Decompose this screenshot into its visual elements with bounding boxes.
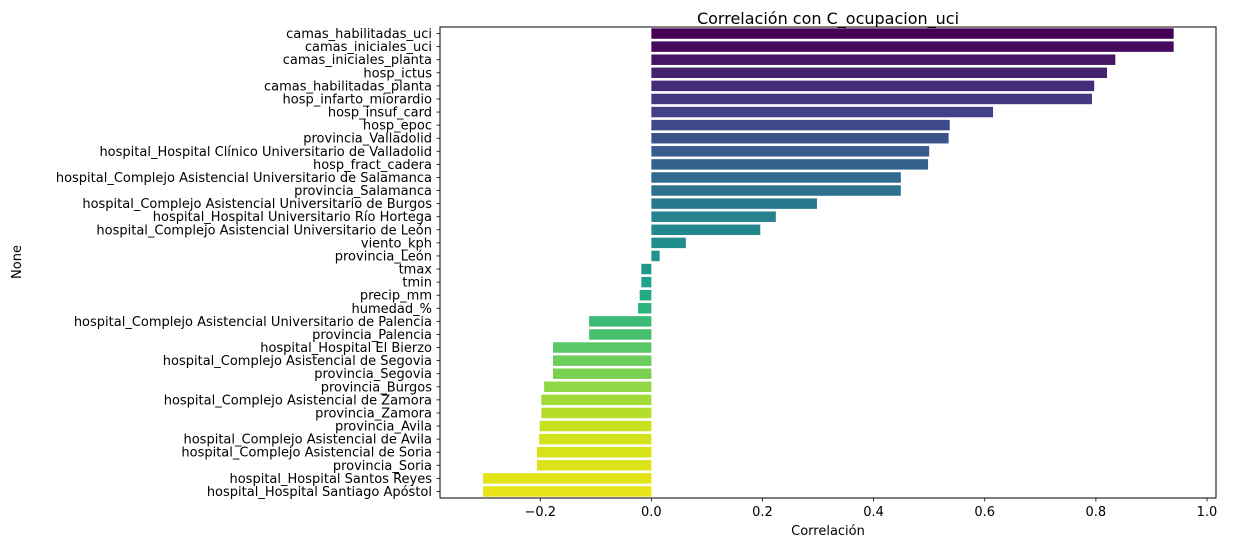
y-axis-label: None bbox=[10, 245, 25, 279]
bar bbox=[638, 303, 652, 314]
y-tick-label: hospital_Complejo Asistencial de Segovia bbox=[163, 354, 432, 369]
y-tick-label: hosp_insuf_card bbox=[328, 106, 432, 121]
bar bbox=[639, 289, 652, 301]
bars-layer bbox=[483, 28, 1174, 497]
y-tick-label: provincia_Segovia bbox=[314, 367, 432, 382]
bar bbox=[589, 329, 652, 340]
bar bbox=[539, 420, 652, 432]
y-tick-label: camas_iniciales_planta bbox=[283, 53, 432, 68]
y-tick-label: hospital_Complejo Asistencial Universita… bbox=[74, 315, 432, 330]
y-tick-label: camas_habilitadas_uci bbox=[286, 27, 432, 42]
y-tick-label: hosp_epoc bbox=[363, 119, 432, 134]
bar bbox=[651, 80, 1095, 92]
x-tick-label: 0.6 bbox=[974, 505, 995, 520]
bar bbox=[651, 211, 776, 222]
x-tick-label: 0.2 bbox=[752, 505, 773, 520]
bar bbox=[651, 132, 949, 144]
bar bbox=[651, 237, 686, 249]
y-tick-label: tmax bbox=[399, 263, 433, 278]
bar bbox=[651, 159, 929, 170]
y-tick-label: tmin bbox=[402, 276, 432, 291]
bar bbox=[541, 407, 652, 419]
y-tick-label: hospital_Hospital Santos Reyes bbox=[229, 472, 432, 487]
x-tick-label: 0.4 bbox=[863, 505, 884, 520]
plot-frame bbox=[439, 26, 1217, 499]
y-tick-label: provincia_Soria bbox=[333, 459, 432, 474]
bar bbox=[651, 250, 660, 262]
y-tick-label: hosp_ictus bbox=[363, 66, 432, 81]
y-tick-label: hosp_infarto_miorardio bbox=[283, 92, 433, 107]
y-tick-label: hospital_Complejo Asistencial de Soria bbox=[181, 446, 432, 461]
bar bbox=[651, 67, 1107, 79]
y-tick-label: hospital_Complejo Asistencial Universita… bbox=[56, 171, 432, 186]
y-tick-label: provincia_Salamanca bbox=[294, 184, 432, 199]
bar bbox=[589, 316, 652, 327]
y-tick-label: provincia_Valladolid bbox=[303, 132, 432, 147]
y-tick-labels: camas_habilitadas_ucicamas_iniciales_uci… bbox=[56, 27, 440, 500]
x-tick-label: 1.0 bbox=[1197, 505, 1218, 520]
bar bbox=[651, 224, 761, 236]
y-tick-label: camas_iniciales_uci bbox=[305, 40, 432, 55]
x-axis-label: Correlación bbox=[791, 524, 865, 539]
bar bbox=[641, 263, 652, 275]
bar bbox=[553, 355, 652, 366]
y-tick-label: humedad_% bbox=[352, 302, 432, 317]
y-tick-label: hospital_Complejo Asistencial de Zamora bbox=[164, 393, 432, 408]
y-tick-label: hosp_fract_cadera bbox=[313, 158, 432, 173]
x-axis: −0.2 0.0 0.2 0.4 0.6 0.8 1.0 bbox=[524, 498, 1217, 520]
y-tick-label: hospital_Complejo Asistencial Universita… bbox=[96, 223, 432, 238]
x-tick-label: 0.0 bbox=[641, 505, 662, 520]
bar bbox=[651, 198, 817, 209]
bar bbox=[651, 106, 994, 118]
bar bbox=[651, 28, 1174, 39]
bar bbox=[651, 146, 930, 157]
y-tick-label: camas_habilitadas_planta bbox=[264, 79, 432, 94]
y-tick-label: provincia_León bbox=[335, 249, 432, 264]
y-tick-label: hospital_Hospital Santiago Apóstol bbox=[207, 485, 432, 500]
y-tick-label: viento_kph bbox=[361, 236, 432, 251]
y-tick-label: hospital_Hospital Clínico Universitario … bbox=[99, 145, 432, 160]
bar bbox=[651, 41, 1174, 52]
bar bbox=[483, 473, 652, 484]
y-tick-label: provincia_Palencia bbox=[312, 328, 432, 343]
bar bbox=[553, 342, 652, 353]
y-tick-label: provincia_Avila bbox=[335, 420, 432, 435]
bar bbox=[553, 368, 652, 379]
x-tick-label: 0.8 bbox=[1086, 505, 1107, 520]
bar bbox=[651, 172, 901, 183]
y-tick-label: precip_mm bbox=[360, 289, 432, 304]
bar bbox=[536, 446, 652, 458]
x-tick-label: −0.2 bbox=[524, 505, 556, 520]
bar bbox=[651, 93, 1092, 105]
bar bbox=[651, 185, 901, 196]
y-tick-label: hospital_Complejo Asistencial de Avila bbox=[183, 433, 432, 448]
y-tick-label: hospital_Hospital El Bierzo bbox=[260, 341, 432, 356]
y-tick-label: provincia_Zamora bbox=[315, 406, 432, 421]
y-tick-label: hospital_Complejo Asistencial Universita… bbox=[82, 197, 432, 212]
bar bbox=[541, 394, 652, 406]
bar bbox=[544, 381, 652, 393]
y-tick-label: provincia_Burgos bbox=[321, 380, 433, 395]
chart-title: Correlación con C_ocupacion_uci bbox=[697, 9, 959, 29]
bar bbox=[536, 460, 652, 471]
bar bbox=[651, 119, 950, 131]
bar bbox=[483, 486, 652, 497]
bar bbox=[641, 276, 652, 288]
bar bbox=[651, 54, 1116, 65]
y-tick-label: hospital_Hospital Universitario Río Hort… bbox=[153, 210, 432, 225]
bar bbox=[539, 433, 652, 445]
